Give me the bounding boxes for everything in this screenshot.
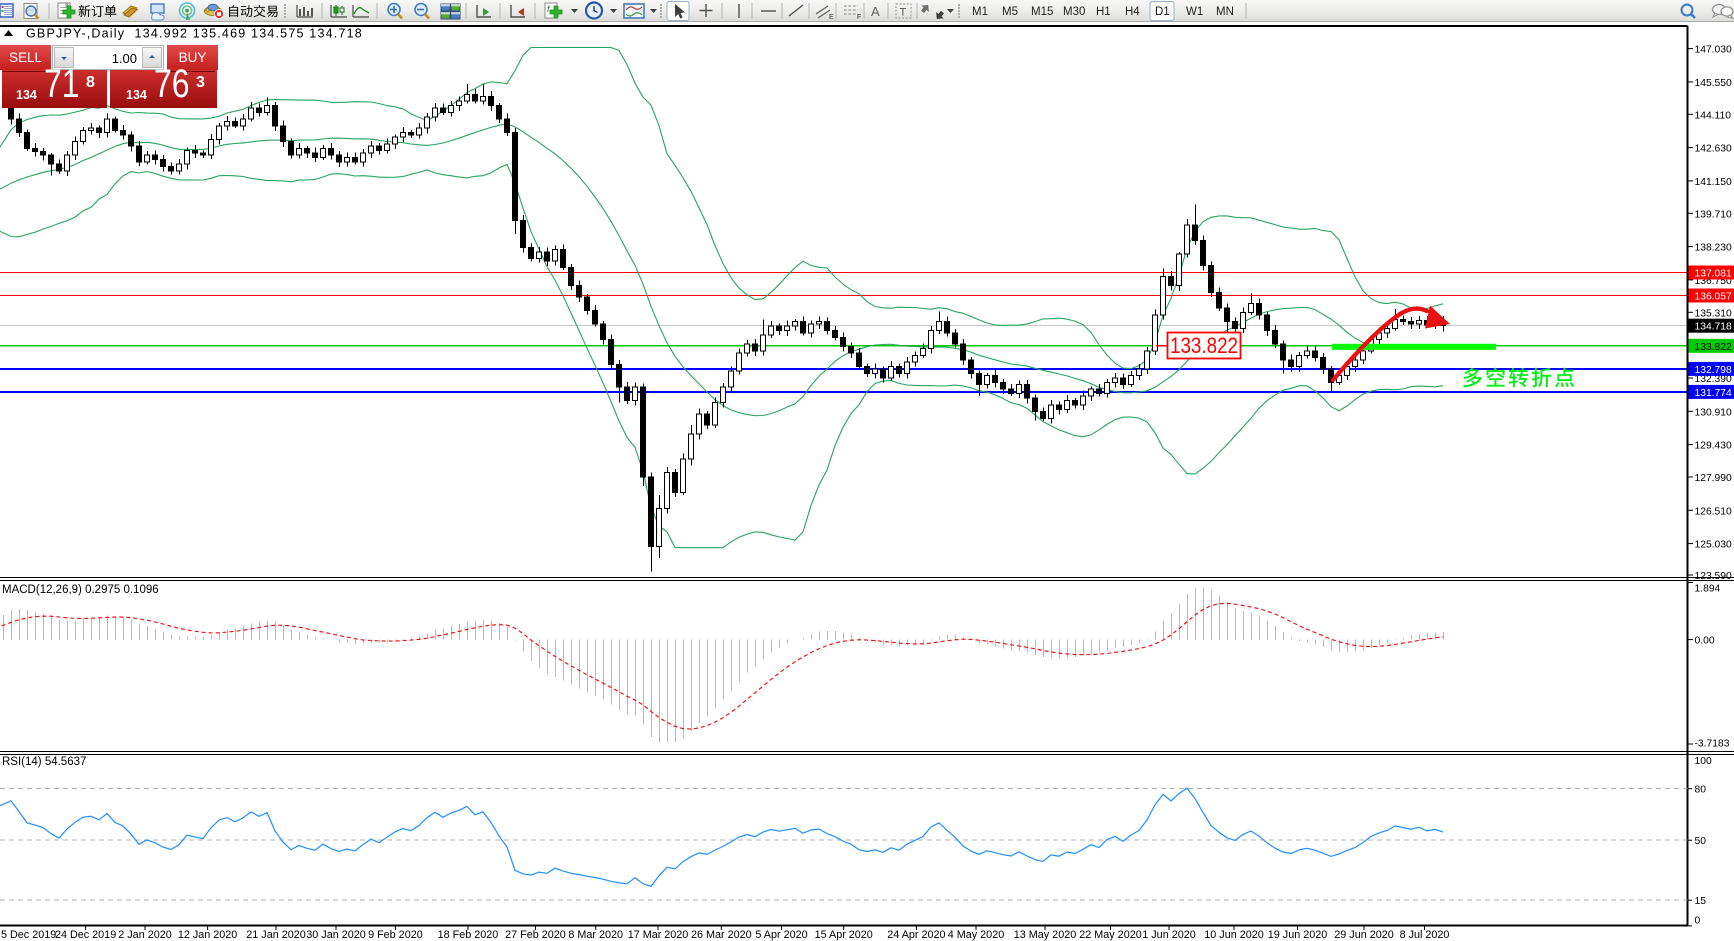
svg-text:137.081: 137.081 <box>1695 269 1732 280</box>
svg-text:29 Jun 2020: 29 Jun 2020 <box>1334 929 1393 941</box>
svg-text:A: A <box>871 4 880 19</box>
svg-text:134.718: 134.718 <box>1695 322 1732 333</box>
svg-text:132.798: 132.798 <box>1695 365 1732 376</box>
svg-text:1.894: 1.894 <box>1695 583 1721 594</box>
svg-text:129.430: 129.430 <box>1695 441 1732 452</box>
svg-text:4 May 2020: 4 May 2020 <box>948 929 1004 941</box>
svg-text:125.030: 125.030 <box>1695 540 1732 551</box>
svg-text:142.630: 142.630 <box>1695 144 1732 155</box>
svg-text:30 Jan 2020: 30 Jan 2020 <box>306 929 365 941</box>
svg-text:133.822: 133.822 <box>1695 342 1732 353</box>
svg-text:145.550: 145.550 <box>1695 78 1732 89</box>
svg-text:80: 80 <box>1695 785 1707 796</box>
svg-text:M15: M15 <box>1031 6 1053 18</box>
svg-text:M5: M5 <box>1002 6 1018 18</box>
svg-text:H1: H1 <box>1096 6 1111 18</box>
svg-text:126.510: 126.510 <box>1695 506 1732 517</box>
svg-text:0.00: 0.00 <box>1695 636 1715 647</box>
svg-text:M1: M1 <box>972 6 988 18</box>
svg-text:17 Mar 2020: 17 Mar 2020 <box>628 929 689 941</box>
svg-text:147.030: 147.030 <box>1695 45 1732 56</box>
svg-text:2 Jan 2020: 2 Jan 2020 <box>118 929 171 941</box>
svg-text:0: 0 <box>1695 916 1701 927</box>
svg-text:100: 100 <box>1695 756 1712 767</box>
svg-text:24 Apr 2020: 24 Apr 2020 <box>887 929 945 941</box>
svg-text:136.750: 136.750 <box>1695 276 1732 287</box>
svg-text:-3.7183: -3.7183 <box>1695 738 1730 749</box>
svg-text:E: E <box>829 14 834 21</box>
svg-text:8 Jul 2020: 8 Jul 2020 <box>1400 929 1450 941</box>
svg-text:T: T <box>900 7 907 19</box>
svg-text:M30: M30 <box>1063 6 1085 18</box>
svg-text:133.822: 133.822 <box>1170 333 1238 358</box>
svg-text:GBPJPY-,Daily 134.992 135.469: GBPJPY-,Daily 134.992 135.469 134.575 13… <box>26 27 363 41</box>
svg-text:1 Jun 2020: 1 Jun 2020 <box>1142 929 1195 941</box>
svg-text:13 May 2020: 13 May 2020 <box>1014 929 1076 941</box>
svg-text:12 Jan 2020: 12 Jan 2020 <box>178 929 237 941</box>
svg-text:141.150: 141.150 <box>1695 177 1732 188</box>
svg-text:21 Jan 2020: 21 Jan 2020 <box>246 929 305 941</box>
svg-text:130.910: 130.910 <box>1695 407 1732 418</box>
svg-text:22 May 2020: 22 May 2020 <box>1079 929 1141 941</box>
svg-text:5 Apr 2020: 5 Apr 2020 <box>755 929 807 941</box>
svg-text:127.990: 127.990 <box>1695 473 1732 484</box>
svg-text:RSI(14) 54.5637: RSI(14) 54.5637 <box>2 756 86 768</box>
svg-text:MACD(12,26,9) 0.2975 0.1096: MACD(12,26,9) 0.2975 0.1096 <box>2 584 159 596</box>
svg-text:8 Mar 2020: 8 Mar 2020 <box>568 929 623 941</box>
svg-text:18 Feb 2020: 18 Feb 2020 <box>438 929 499 941</box>
svg-text:10 Jun 2020: 10 Jun 2020 <box>1204 929 1263 941</box>
svg-text:123.590: 123.590 <box>1695 571 1732 582</box>
svg-text:144.110: 144.110 <box>1695 110 1732 121</box>
svg-text:24 Dec 2019: 24 Dec 2019 <box>55 929 116 941</box>
svg-text:131.774: 131.774 <box>1695 388 1732 399</box>
svg-text:MN: MN <box>1216 6 1234 18</box>
svg-text:H4: H4 <box>1125 6 1140 18</box>
svg-text:15 Apr 2020: 15 Apr 2020 <box>815 929 873 941</box>
svg-text:D1: D1 <box>1155 6 1170 18</box>
svg-text:138.230: 138.230 <box>1695 243 1732 254</box>
svg-text:26 Mar 2020: 26 Mar 2020 <box>691 929 752 941</box>
svg-text:W1: W1 <box>1186 6 1203 18</box>
svg-text:132.390: 132.390 <box>1695 374 1732 385</box>
svg-text:135.310: 135.310 <box>1695 308 1732 319</box>
svg-text:f: f <box>547 4 551 14</box>
svg-text:19 Jun 2020: 19 Jun 2020 <box>1268 929 1327 941</box>
svg-text:27 Feb 2020: 27 Feb 2020 <box>505 929 566 941</box>
svg-text:50: 50 <box>1695 836 1707 847</box>
svg-text:139.710: 139.710 <box>1695 209 1732 220</box>
svg-text:F: F <box>857 14 861 21</box>
svg-text:15: 15 <box>1695 896 1707 907</box>
svg-text:5 Dec 2019: 5 Dec 2019 <box>1 929 56 941</box>
svg-text:9 Feb 2020: 9 Feb 2020 <box>368 929 423 941</box>
svg-text:136.057: 136.057 <box>1695 292 1732 303</box>
